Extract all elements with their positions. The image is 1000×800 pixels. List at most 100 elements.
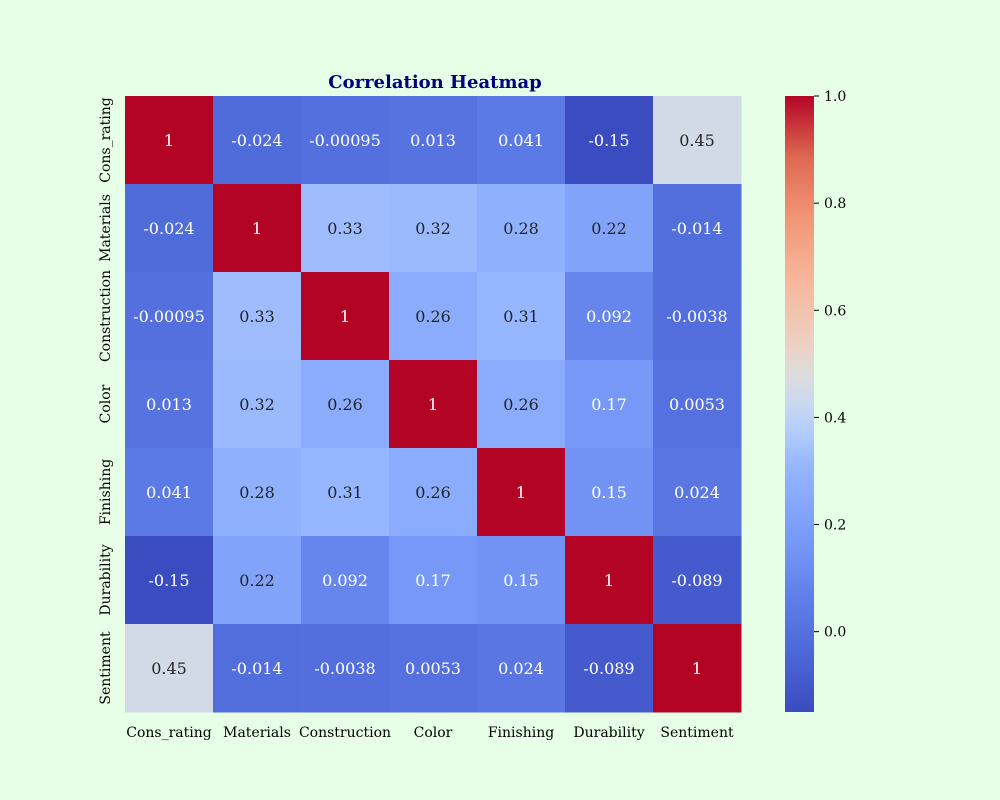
y-tick-label: Finishing <box>98 459 114 525</box>
y-tick-label: Cons_rating <box>98 97 114 183</box>
y-tick-label: Materials <box>98 194 114 262</box>
heatmap-cell <box>653 360 742 449</box>
cell-value-label: 0.15 <box>503 571 539 590</box>
x-tick-label: Cons_rating <box>126 725 212 741</box>
heatmap-cell <box>477 184 566 273</box>
heatmap-cell <box>301 184 390 273</box>
heatmap-cell <box>565 624 654 713</box>
cell-value-label: 0.32 <box>415 219 451 238</box>
heatmap-cell <box>389 624 478 713</box>
cell-value-label: 1 <box>340 307 350 326</box>
cell-value-label: 0.26 <box>503 395 539 414</box>
cell-value-label: 1 <box>164 131 174 150</box>
heatmap-cell <box>125 448 214 537</box>
cell-value-label: 1 <box>428 395 438 414</box>
cell-value-label: -0.089 <box>671 571 722 590</box>
y-tick-label: Color <box>98 384 114 423</box>
heatmap-cell <box>213 184 302 273</box>
heatmap-cell <box>389 272 478 361</box>
heatmap-cell <box>213 360 302 449</box>
cell-value-label: -0.014 <box>231 659 282 678</box>
y-tick-label: Durability <box>98 544 114 615</box>
heatmap-cell <box>565 448 654 537</box>
cell-value-label: -0.00095 <box>309 131 381 150</box>
heatmap-cell <box>477 536 566 625</box>
cell-value-label: 0.28 <box>503 219 539 238</box>
heatmap-cell <box>653 624 742 713</box>
cell-value-label: 1 <box>252 219 262 238</box>
heatmap-cell <box>301 96 390 185</box>
cell-value-label: 0.33 <box>239 307 275 326</box>
colorbar-tick-label: 1.0 <box>824 89 846 105</box>
cell-value-label: 1 <box>604 571 614 590</box>
cell-value-label: 0.22 <box>239 571 275 590</box>
heatmap-cell <box>477 360 566 449</box>
heatmap-cell <box>653 272 742 361</box>
cell-value-label: 0.31 <box>327 483 363 502</box>
heatmap-cell <box>213 96 302 185</box>
heatmap-cell <box>389 96 478 185</box>
cell-value-label: 0.041 <box>146 483 192 502</box>
heatmap-cell <box>477 448 566 537</box>
heatmap-cell <box>301 624 390 713</box>
heatmap-cell <box>389 360 478 449</box>
x-tick-label: Construction <box>299 725 391 741</box>
cell-value-label: 0.17 <box>415 571 451 590</box>
x-tick-label: Color <box>414 725 453 741</box>
y-tick-label: Construction <box>98 270 114 362</box>
heatmap-cell <box>653 96 742 185</box>
heatmap-cell <box>565 184 654 273</box>
cell-value-label: 0.041 <box>498 131 544 150</box>
heatmap-cell <box>389 536 478 625</box>
x-tick-label: Sentiment <box>660 725 734 741</box>
cell-value-label: 0.26 <box>415 483 451 502</box>
colorbar-tick-label: 0.6 <box>824 303 846 319</box>
x-axis-labels: Cons_rating Materials Construction Color Fin… <box>126 725 734 741</box>
heatmap-cell <box>213 624 302 713</box>
colorbar-tick-label: 0.2 <box>824 518 846 534</box>
colorbar-tick-label: 0.4 <box>824 410 846 426</box>
colorbar: 0.0 0.2 0.4 0.6 0.8 1.0 <box>785 89 846 712</box>
cell-value-label: 0.024 <box>498 659 544 678</box>
cell-value-label: 0.092 <box>322 571 368 590</box>
heatmap-cell <box>301 360 390 449</box>
cell-value-label: 0.0053 <box>669 395 725 414</box>
cell-value-label: -0.15 <box>148 571 189 590</box>
cell-value-label: 0.0053 <box>405 659 461 678</box>
heatmap-cell <box>125 360 214 449</box>
heatmap-cell <box>213 448 302 537</box>
colorbar-tick-label: 0.0 <box>824 625 846 641</box>
cell-value-label: 0.28 <box>239 483 275 502</box>
cell-value-label: -0.024 <box>143 219 194 238</box>
cell-value-label: 0.092 <box>586 307 632 326</box>
heatmap-cell <box>301 448 390 537</box>
heatmap-cell <box>477 624 566 713</box>
heatmap-cell <box>565 96 654 185</box>
heatmap-cells: 1 -0.024 -0.00095 0.013 0.041 -0.15 0.45 -0.024… <box>125 96 742 713</box>
colorbar-tick-label: 0.8 <box>824 196 846 212</box>
cell-value-label: -0.024 <box>231 131 282 150</box>
cell-value-label: 0.013 <box>146 395 192 414</box>
heatmap-cell <box>301 272 390 361</box>
heatmap-cell <box>653 448 742 537</box>
heatmap-cell <box>125 624 214 713</box>
heatmap-cell <box>389 448 478 537</box>
cell-value-label: 0.22 <box>591 219 627 238</box>
cell-value-label: 0.32 <box>239 395 275 414</box>
cell-value-label: 0.45 <box>151 659 187 678</box>
heatmap-cell <box>477 96 566 185</box>
heatmap-cell <box>565 272 654 361</box>
cell-value-label: -0.0038 <box>666 307 727 326</box>
cell-value-label: 0.26 <box>327 395 363 414</box>
cell-value-label: 0.26 <box>415 307 451 326</box>
heatmap-cell <box>653 184 742 273</box>
cell-value-label: 0.013 <box>410 131 456 150</box>
cell-value-label: 0.15 <box>591 483 627 502</box>
cell-value-label: 1 <box>516 483 526 502</box>
cell-value-label: 0.45 <box>679 131 715 150</box>
heatmap-cell <box>125 184 214 273</box>
cell-value-label: 0.024 <box>674 483 720 502</box>
cell-value-label: 0.33 <box>327 219 363 238</box>
